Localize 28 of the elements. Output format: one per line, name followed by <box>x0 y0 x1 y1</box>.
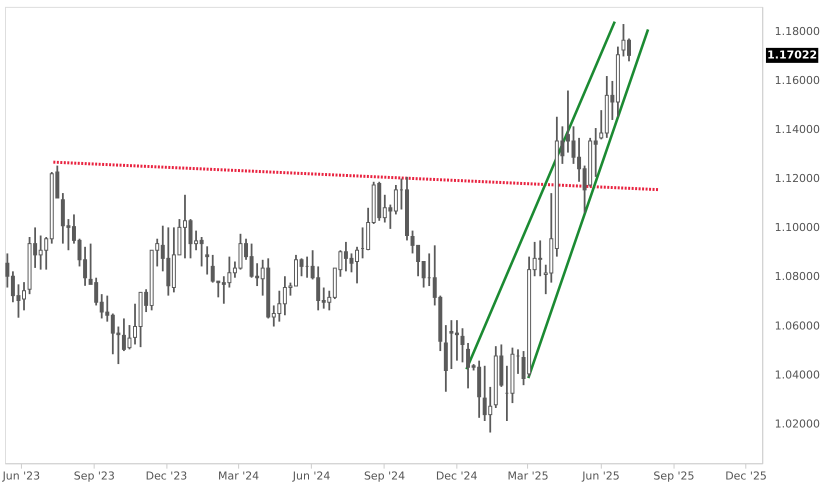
y-tick-label: 1.06000 <box>774 319 820 332</box>
x-tick-label: Dec '24 <box>436 470 478 483</box>
candlestick <box>205 245 210 276</box>
candlestick <box>599 109 604 140</box>
x-tick-label: Jun '23 <box>2 470 40 483</box>
candlestick <box>460 327 464 364</box>
text: 1.17022 <box>767 48 818 62</box>
candlestick <box>544 264 548 296</box>
candlestick <box>482 364 487 422</box>
x-tick-label: Sep '23 <box>74 470 115 483</box>
x-tick-label: Dec '23 <box>146 470 188 483</box>
x-tick-label: Mar '24 <box>218 470 260 483</box>
x-tick-label: Mar '25 <box>507 470 549 483</box>
y-tick-label: 1.16000 <box>774 74 820 87</box>
x-tick-label: Sep '24 <box>364 470 406 483</box>
x-tick-label: Sep '25 <box>653 470 694 483</box>
x-tick-label: Jun '24 <box>292 470 330 483</box>
y-tick-label: 1.04000 <box>774 368 820 382</box>
candlestick <box>210 254 215 284</box>
candlestick <box>432 244 437 306</box>
y-tick-label: 1.02000 <box>774 417 820 430</box>
y-tick-label: 1.08000 <box>774 270 820 284</box>
y-tick-label: 1.14000 <box>774 123 820 136</box>
x-tick-label: Jun '25 <box>581 470 620 483</box>
y-tick-label: 1.12000 <box>774 172 820 186</box>
y-tick-label: 1.18000 <box>774 24 820 38</box>
y-tick-label: 1.10000 <box>774 221 820 234</box>
x-tick-label: Dec '25 <box>725 470 767 483</box>
